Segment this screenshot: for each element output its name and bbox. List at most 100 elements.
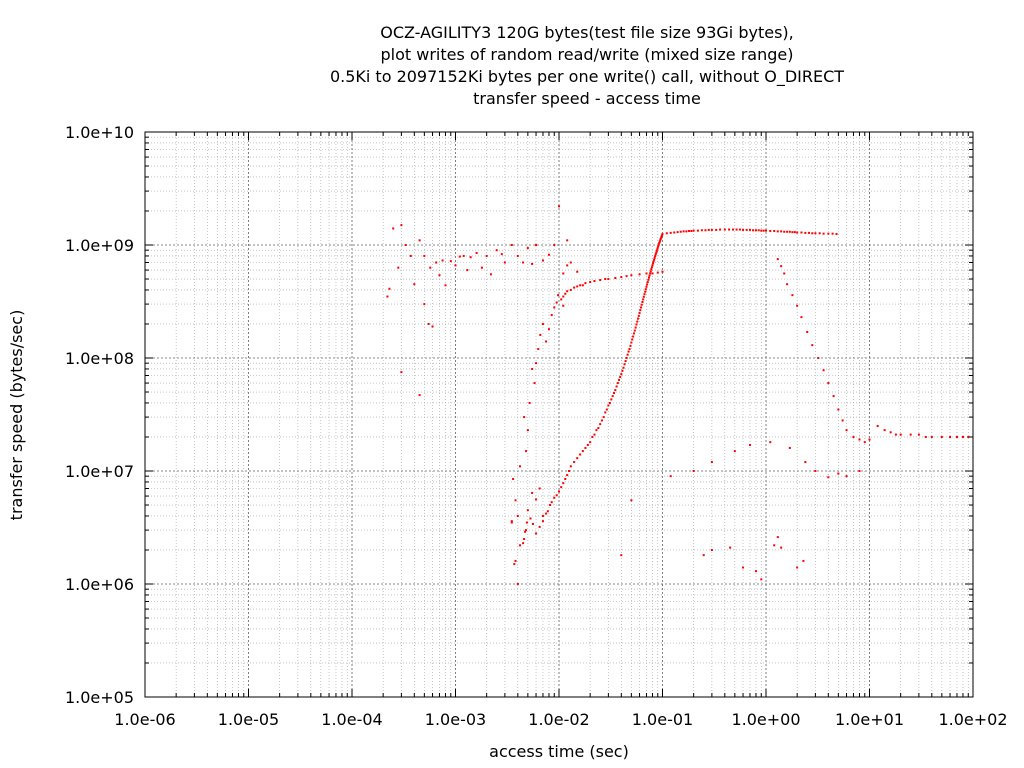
data-point bbox=[654, 253, 657, 256]
data-point bbox=[525, 521, 528, 524]
data-point bbox=[831, 232, 834, 235]
data-point bbox=[573, 286, 576, 289]
grid bbox=[144, 131, 974, 698]
data-point bbox=[955, 435, 958, 438]
data-point bbox=[710, 228, 713, 231]
data-point bbox=[658, 242, 661, 245]
data-point bbox=[533, 382, 536, 385]
data-point bbox=[796, 566, 799, 569]
data-point bbox=[630, 274, 633, 277]
data-point bbox=[644, 288, 647, 291]
data-point bbox=[650, 268, 653, 271]
data-point bbox=[909, 433, 912, 436]
data-point bbox=[633, 329, 636, 332]
data-point bbox=[924, 435, 927, 438]
data-point bbox=[656, 246, 659, 249]
data-point bbox=[780, 265, 783, 268]
data-point bbox=[832, 395, 835, 398]
data-point bbox=[652, 262, 655, 265]
data-point bbox=[441, 259, 444, 262]
data-point bbox=[550, 314, 553, 317]
data-point bbox=[444, 284, 447, 287]
data-point bbox=[760, 578, 763, 581]
data-point bbox=[876, 425, 879, 428]
data-point bbox=[392, 227, 395, 230]
data-point bbox=[647, 276, 650, 279]
data-point bbox=[811, 344, 814, 347]
data-point bbox=[793, 231, 796, 234]
data-point bbox=[427, 322, 430, 325]
y-tick-label: 1.0e+09 bbox=[65, 236, 134, 255]
data-point bbox=[638, 312, 641, 315]
data-point bbox=[649, 272, 652, 275]
data-point bbox=[776, 258, 779, 261]
data-point bbox=[845, 429, 848, 432]
data-point bbox=[641, 301, 644, 304]
data-point bbox=[773, 544, 776, 547]
data-point bbox=[640, 306, 643, 309]
data-point bbox=[564, 477, 567, 480]
x-tick-label: 1.0e-01 bbox=[632, 710, 693, 729]
data-point bbox=[806, 330, 809, 333]
data-point bbox=[613, 392, 616, 395]
data-point bbox=[786, 283, 789, 286]
data-point bbox=[687, 230, 690, 233]
data-point bbox=[566, 239, 569, 242]
data-point bbox=[579, 284, 582, 287]
data-point bbox=[814, 470, 817, 472]
data-point bbox=[566, 474, 569, 477]
data-point bbox=[704, 229, 707, 232]
data-point bbox=[558, 490, 560, 493]
data-point bbox=[619, 375, 622, 378]
data-point bbox=[646, 281, 649, 284]
data-point bbox=[535, 244, 538, 246]
data-point bbox=[458, 255, 461, 258]
data-point bbox=[894, 433, 897, 436]
data-point bbox=[696, 229, 699, 232]
data-point bbox=[599, 423, 602, 426]
data-point bbox=[754, 570, 757, 573]
data-point bbox=[469, 256, 472, 259]
data-point bbox=[637, 314, 640, 317]
data-point bbox=[653, 256, 656, 259]
data-point bbox=[754, 229, 757, 232]
data-point bbox=[949, 435, 952, 438]
data-point bbox=[614, 389, 617, 392]
data-point bbox=[576, 285, 579, 288]
data-point bbox=[818, 232, 821, 235]
data-point bbox=[845, 475, 848, 478]
data-point bbox=[776, 230, 779, 233]
data-point bbox=[622, 366, 625, 369]
data-point bbox=[700, 229, 703, 232]
data-point bbox=[593, 433, 596, 436]
data-point bbox=[555, 494, 558, 497]
data-point bbox=[661, 270, 664, 273]
data-point bbox=[620, 373, 623, 376]
data-point bbox=[835, 233, 838, 236]
data-point bbox=[661, 233, 664, 236]
data-point bbox=[800, 231, 803, 234]
data-point bbox=[649, 270, 652, 273]
data-point bbox=[723, 228, 726, 231]
data-point bbox=[728, 228, 731, 231]
data-point bbox=[811, 232, 814, 235]
data-point bbox=[423, 254, 426, 257]
data-point bbox=[409, 254, 412, 257]
chart-title: OCZ-AGILITY3 120G bytes(test file size 9… bbox=[330, 23, 844, 108]
data-point bbox=[967, 435, 970, 438]
data-point bbox=[642, 298, 645, 301]
y-tick-label: 1.0e+10 bbox=[65, 123, 134, 142]
data-point bbox=[438, 274, 441, 277]
data-point bbox=[665, 232, 668, 235]
title-line-1: OCZ-AGILITY3 120G bytes(test file size 9… bbox=[380, 23, 794, 42]
data-point bbox=[673, 231, 676, 234]
data-point bbox=[584, 282, 587, 285]
data-point bbox=[589, 441, 592, 444]
data-point bbox=[531, 367, 534, 370]
data-point bbox=[773, 230, 776, 233]
data-point bbox=[550, 501, 553, 504]
data-point bbox=[607, 404, 610, 407]
y-tick-label: 1.0e+08 bbox=[65, 349, 134, 368]
data-point bbox=[512, 477, 515, 480]
